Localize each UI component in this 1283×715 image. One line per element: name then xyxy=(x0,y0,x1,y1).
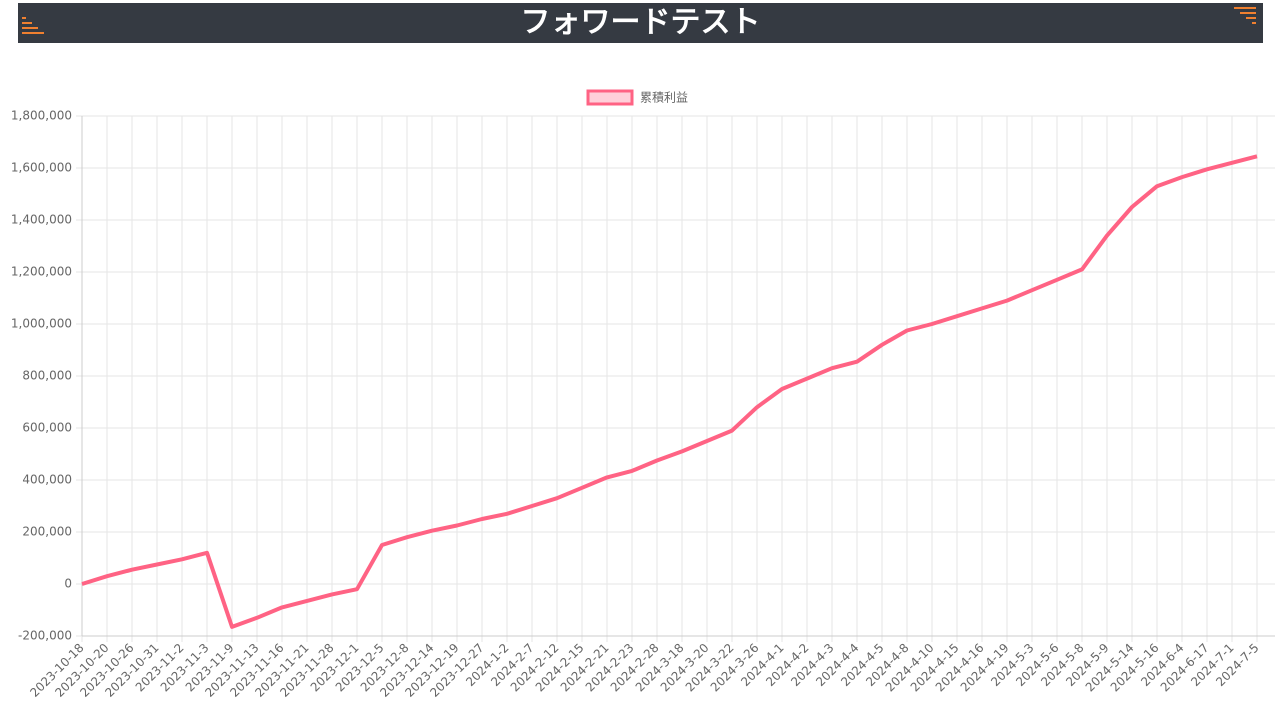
y-tick-label: 200,000 xyxy=(22,525,72,539)
y-tick-label: 1,200,000 xyxy=(11,265,72,279)
y-tick-label: 1,400,000 xyxy=(11,213,72,227)
menu-icon-left xyxy=(22,17,44,34)
y-tick-label: 0 xyxy=(64,577,72,591)
legend-swatch xyxy=(586,89,634,106)
legend-label: 累積利益 xyxy=(640,90,688,105)
y-tick-label: 1,000,000 xyxy=(11,317,72,331)
data-line xyxy=(81,154,1258,629)
y-tick-label: 1,800,000 xyxy=(11,109,72,123)
menu-icon-right xyxy=(1234,7,1256,24)
header-title: フォワードテスト xyxy=(18,3,1263,43)
y-tick-label: 800,000 xyxy=(22,369,72,383)
y-tick-label: -200,000 xyxy=(18,629,72,643)
y-tick-label: 400,000 xyxy=(22,473,72,487)
y-tick-label: 600,000 xyxy=(22,421,72,435)
y-tick-label: 1,600,000 xyxy=(11,161,72,175)
